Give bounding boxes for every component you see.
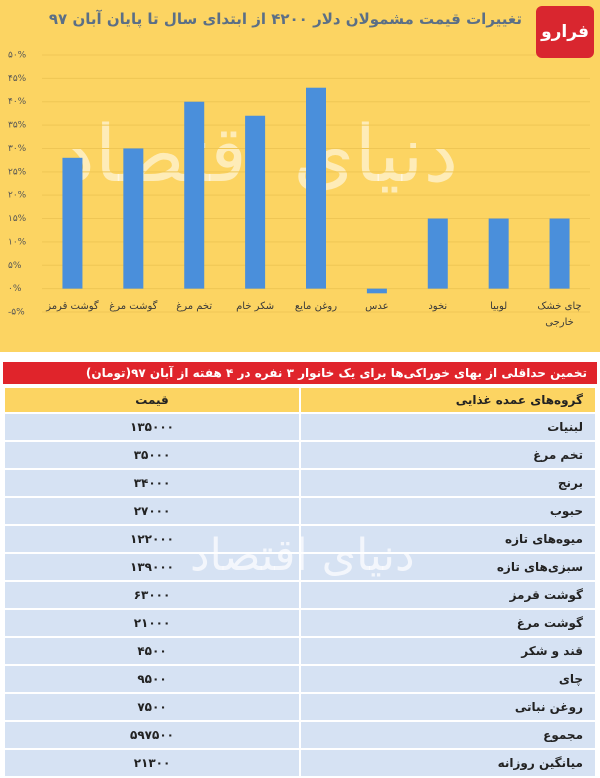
x-tick-label: عدس	[365, 301, 389, 312]
table: گروه‌های عمده غذایی قیمت لبنیات ۱۳۵۰۰۰ تخم م…	[3, 386, 597, 778]
table-cell: ۹۵۰۰	[5, 666, 299, 692]
table-cell: ۱۳۵۰۰۰	[5, 414, 299, 440]
table-cell: ۲۱۰۰۰	[5, 610, 299, 636]
bar	[427, 218, 448, 289]
table-cell: مجموع	[301, 722, 595, 748]
table-cell: چای	[301, 666, 595, 692]
y-tick-label: ۵۰%	[8, 51, 27, 61]
table-row: میوه‌های تازه ۱۲۲۰۰۰	[5, 526, 595, 552]
bar	[123, 148, 144, 289]
table-row: حبوب ۲۷۰۰۰	[5, 498, 595, 524]
chart-title: تغییرات قیمت مشمولان دلار ۴۲۰۰ از ابتدای…	[48, 10, 522, 28]
header-cell: گروه‌های عمده غذایی	[301, 388, 595, 412]
table-cell: ۵۹۷۵۰۰	[5, 722, 299, 748]
bar	[306, 87, 326, 289]
table-row: تخم مرغ ۳۵۰۰۰	[5, 442, 595, 468]
x-tick-label: گوشت قرمز	[46, 301, 99, 312]
y-tick-label: ۴۵%	[8, 74, 27, 84]
table-title: تخمین حداقلی از بهای خوراکی‌ها برای یک خ…	[3, 362, 597, 384]
y-tick-label: ۵%	[8, 261, 22, 271]
table-row: روغن نباتی ۷۵۰۰	[5, 694, 595, 720]
table-cell: ۴۵۰۰	[5, 638, 299, 664]
table-cell: میوه‌های تازه	[301, 526, 595, 552]
bar	[184, 101, 205, 289]
y-tick-label: ۱۰%	[8, 237, 27, 247]
table-cell: ۱۲۲۰۰۰	[5, 526, 299, 552]
header-cell: قیمت	[5, 388, 299, 412]
table-cell: ۲۷۰۰۰	[5, 498, 299, 524]
x-tick-label: لوبیا	[490, 301, 508, 312]
table-cell: قند و شکر	[301, 638, 595, 664]
table-row: سبزی‌های تازه ۱۳۹۰۰۰	[5, 554, 595, 580]
y-tick-label: ۱۵%	[8, 214, 27, 224]
chart-svg: -۵% ۰% ۵% ۱۰% ۱۵% ۲۰% ۲۵% ۳۰% ۳۵% ۴۰% ۴۵% ۵۰%	[8, 51, 590, 318]
x-tick-label: شکر خام	[236, 301, 275, 312]
table-cell: ۶۳۰۰۰	[5, 582, 299, 608]
y-tick-label: ۳۵%	[8, 121, 27, 131]
table-cell: گوشت مرغ	[301, 610, 595, 636]
x-tick-label: تخم مرغ	[176, 301, 213, 312]
logo: فرارو	[536, 6, 594, 58]
table-cell: روغن نباتی	[301, 694, 595, 720]
table-cell: حبوب	[301, 498, 595, 524]
bar	[245, 115, 266, 289]
table-cell: تخم مرغ	[301, 442, 595, 468]
x-tick-label: گوشت مرغ	[109, 301, 158, 312]
y-tick-label: ۰%	[8, 284, 22, 294]
table-cell: ۲۱۳۰۰	[5, 750, 299, 776]
bar	[62, 157, 83, 289]
y-tick-label: ۲۵%	[8, 167, 27, 177]
x-tick-label: چای خشک خارجی	[537, 301, 582, 328]
table-cell: ۱۳۹۰۰۰	[5, 554, 299, 580]
table-cell: برنج	[301, 470, 595, 496]
bar	[366, 288, 387, 294]
table-row: چای ۹۵۰۰	[5, 666, 595, 692]
table-row: گوشت مرغ ۲۱۰۰۰	[5, 610, 595, 636]
y-tick-label: ۳۰%	[8, 144, 27, 154]
table-panel: تخمین حداقلی از بهای خوراکی‌ها برای یک خ…	[3, 362, 597, 776]
y-tick-label: -۵%	[8, 308, 25, 318]
table-cell: ۳۵۰۰۰	[5, 442, 299, 468]
table-cell: ۳۴۰۰۰	[5, 470, 299, 496]
table-cell: گوشت قرمز	[301, 582, 595, 608]
header-row: گروه‌های عمده غذایی قیمت	[5, 388, 595, 412]
table-row: گوشت قرمز ۶۳۰۰۰	[5, 582, 595, 608]
table-cell: میانگین روزانه	[301, 750, 595, 776]
y-tick-label: ۲۰%	[8, 191, 27, 201]
table-cell: لبنیات	[301, 414, 595, 440]
table-row: برنج ۳۴۰۰۰	[5, 470, 595, 496]
x-tick-label: روغن مایع	[294, 301, 338, 312]
chart: دنیای اقتصاد -۵% ۰% ۵% ۱۰% ۱۵% ۲۰% ۲۵% ۳۰% ۳۵% ۴۰…	[0, 0, 600, 352]
table-row: لبنیات ۱۳۵۰۰۰	[5, 414, 595, 440]
table-row: مجموع ۵۹۷۵۰۰	[5, 722, 595, 748]
bar	[488, 218, 509, 289]
table-row: میانگین روزانه ۲۱۳۰۰	[5, 750, 595, 776]
y-tick-label: ۴۰%	[8, 97, 27, 107]
table-cell: ۷۵۰۰	[5, 694, 299, 720]
table-cell: سبزی‌های تازه	[301, 554, 595, 580]
table-row: قند و شکر ۴۵۰۰	[5, 638, 595, 664]
x-tick-label: نخود	[428, 301, 448, 312]
bar	[549, 218, 570, 289]
